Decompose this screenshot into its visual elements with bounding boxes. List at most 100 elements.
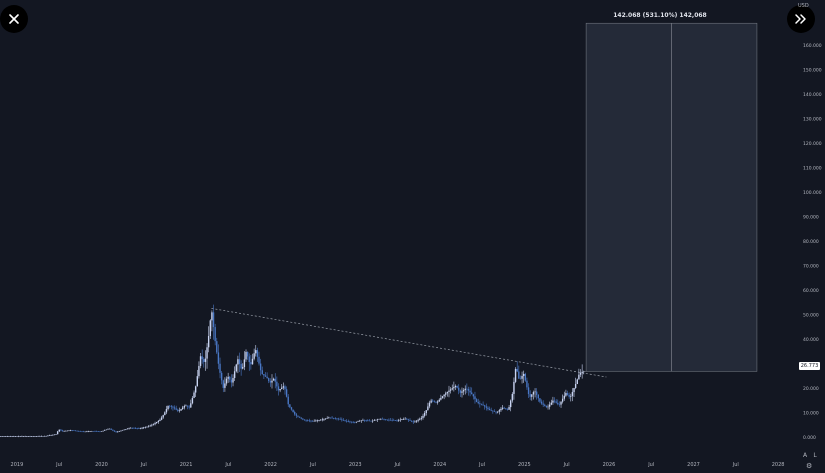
candle — [397, 420, 400, 421]
candle — [363, 419, 366, 421]
candle — [40, 436, 43, 437]
candle — [120, 430, 122, 432]
y-tick-label: 0.000 — [803, 435, 816, 441]
x-tick-label: Jul — [224, 462, 231, 468]
candle — [521, 375, 523, 379]
candle — [191, 397, 194, 404]
close-button[interactable] — [0, 5, 28, 33]
candle — [206, 347, 208, 359]
candle — [188, 406, 190, 408]
candle — [506, 409, 509, 410]
y-tick-label: 80.000 — [803, 239, 819, 245]
candle — [389, 419, 392, 421]
candle — [524, 373, 527, 381]
candle — [415, 420, 418, 422]
candle — [217, 352, 220, 364]
candle — [503, 407, 505, 409]
candle — [501, 407, 504, 409]
candle — [258, 356, 260, 364]
y-tick-label: 60.000 — [803, 288, 819, 294]
candle — [381, 418, 384, 420]
candle — [365, 420, 367, 421]
y-tick-label: 70.000 — [803, 263, 819, 269]
candle — [144, 427, 147, 428]
candle — [279, 388, 281, 391]
candle — [367, 420, 369, 422]
candle — [29, 436, 31, 437]
candle — [201, 356, 203, 360]
y-tick-label: 20.000 — [803, 386, 819, 392]
candle — [375, 419, 377, 421]
auto-scale-button[interactable]: A — [802, 452, 808, 459]
candle — [394, 420, 397, 421]
candle — [86, 431, 88, 433]
candle — [248, 356, 250, 363]
candle — [355, 421, 358, 423]
candle — [165, 409, 168, 413]
candle — [71, 430, 73, 431]
candle — [268, 378, 270, 382]
candle — [570, 396, 572, 397]
candle — [102, 430, 104, 432]
candle — [383, 419, 385, 420]
candle — [505, 408, 507, 410]
candle — [313, 420, 315, 422]
candle — [58, 429, 60, 432]
candle — [178, 410, 181, 412]
candle — [532, 392, 535, 395]
candle — [65, 430, 67, 432]
candle — [334, 418, 337, 419]
candle — [167, 405, 169, 410]
candle — [331, 417, 333, 419]
candle — [461, 391, 463, 393]
candle — [519, 378, 522, 380]
candle — [107, 428, 109, 430]
candle — [194, 386, 197, 393]
candle — [224, 383, 226, 388]
candle — [497, 411, 499, 413]
candle — [303, 419, 306, 421]
candle — [548, 404, 551, 407]
candle — [485, 406, 488, 408]
x-tick-label: 2026 — [603, 462, 616, 468]
candle — [354, 422, 356, 423]
candle — [123, 429, 125, 431]
candle — [69, 430, 72, 431]
candle — [428, 402, 431, 407]
candle — [4, 436, 7, 437]
candle — [514, 368, 517, 382]
candle — [425, 410, 427, 414]
x-tick-label: 2022 — [264, 462, 277, 468]
candle — [474, 396, 476, 400]
candle — [388, 419, 390, 421]
candle — [456, 385, 458, 388]
candle — [152, 424, 155, 425]
candle — [409, 420, 411, 421]
candle — [180, 409, 182, 411]
candle — [170, 405, 173, 407]
candle — [518, 371, 520, 379]
candle — [285, 389, 288, 397]
settings-button[interactable]: ⚙ — [806, 462, 812, 470]
candle — [219, 363, 221, 373]
candle — [560, 401, 562, 405]
candle — [8, 436, 10, 437]
log-scale-button[interactable]: L — [813, 452, 817, 459]
candle — [571, 392, 574, 397]
candle — [440, 397, 442, 400]
candle — [336, 418, 338, 419]
candle — [151, 424, 153, 426]
candle — [323, 418, 325, 420]
gear-icon: ⚙ — [806, 462, 813, 470]
candle — [430, 400, 432, 403]
candle — [154, 423, 156, 425]
expand-button[interactable] — [787, 5, 815, 33]
candle — [469, 390, 471, 393]
y-tick-label: 130.000 — [803, 116, 822, 122]
candle — [87, 431, 90, 432]
candle — [269, 381, 272, 383]
candle — [386, 419, 388, 421]
candle — [125, 429, 127, 430]
candle — [545, 405, 548, 408]
